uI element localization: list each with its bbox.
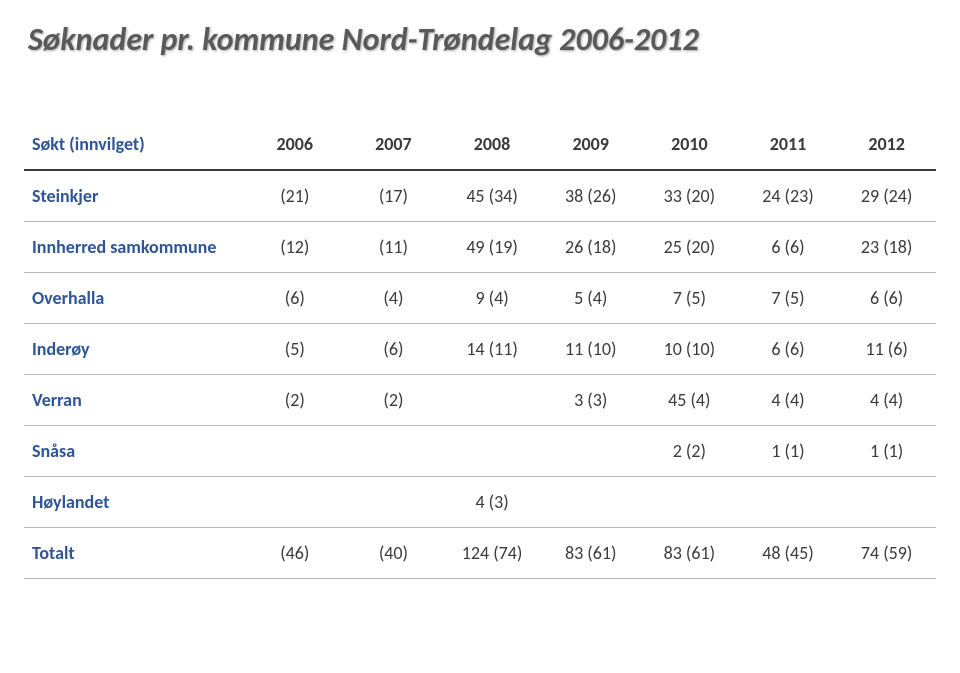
row-cell: (21) — [245, 170, 344, 222]
header-year: 2011 — [739, 119, 838, 170]
row-cell: 4 (4) — [837, 375, 936, 426]
header-year: 2007 — [344, 119, 443, 170]
row-label: Overhalla — [24, 273, 245, 324]
row-cell: 48 (45) — [739, 528, 838, 579]
table-row: Inderøy (5) (6) 14 (11) 11 (10) 10 (10) … — [24, 324, 936, 375]
row-cell — [837, 477, 936, 528]
row-cell: 38 (26) — [541, 170, 640, 222]
row-cell: 33 (20) — [640, 170, 739, 222]
row-label: Høylandet — [24, 477, 245, 528]
row-cell: 29 (24) — [837, 170, 936, 222]
row-cell: 6 (6) — [739, 324, 838, 375]
table-header-row: Søkt (innvilget) 2006 2007 2008 2009 201… — [24, 119, 936, 170]
row-cell: (6) — [344, 324, 443, 375]
header-year: 2008 — [443, 119, 542, 170]
row-label: Innherred samkommune — [24, 222, 245, 273]
header-year: 2009 — [541, 119, 640, 170]
row-cell: 83 (61) — [541, 528, 640, 579]
row-cell: (2) — [344, 375, 443, 426]
row-cell: 14 (11) — [443, 324, 542, 375]
header-label: Søkt (innvilget) — [24, 119, 245, 170]
row-cell: 49 (19) — [443, 222, 542, 273]
row-cell: 83 (61) — [640, 528, 739, 579]
row-cell — [739, 477, 838, 528]
row-cell: 5 (4) — [541, 273, 640, 324]
row-cell: (12) — [245, 222, 344, 273]
row-cell — [541, 477, 640, 528]
row-cell: 25 (20) — [640, 222, 739, 273]
row-label: Snåsa — [24, 426, 245, 477]
row-cell: 3 (3) — [541, 375, 640, 426]
table-row: Totalt (46) (40) 124 (74) 83 (61) 83 (61… — [24, 528, 936, 579]
row-cell: (11) — [344, 222, 443, 273]
row-cell — [640, 477, 739, 528]
row-cell: (2) — [245, 375, 344, 426]
header-year: 2006 — [245, 119, 344, 170]
row-cell — [245, 426, 344, 477]
page-title: Søknader pr. kommune Nord-Trøndelag 2006… — [28, 20, 936, 59]
row-cell: 11 (10) — [541, 324, 640, 375]
row-cell: (46) — [245, 528, 344, 579]
row-cell: 6 (6) — [837, 273, 936, 324]
row-label: Verran — [24, 375, 245, 426]
row-cell: 11 (6) — [837, 324, 936, 375]
row-label: Steinkjer — [24, 170, 245, 222]
row-cell: 10 (10) — [640, 324, 739, 375]
row-cell: 45 (34) — [443, 170, 542, 222]
table-row: Innherred samkommune (12) (11) 49 (19) 2… — [24, 222, 936, 273]
row-cell: 26 (18) — [541, 222, 640, 273]
row-cell: 4 (4) — [739, 375, 838, 426]
row-cell: 7 (5) — [640, 273, 739, 324]
row-cell: 24 (23) — [739, 170, 838, 222]
row-cell: 124 (74) — [443, 528, 542, 579]
row-cell: 6 (6) — [739, 222, 838, 273]
row-cell — [443, 426, 542, 477]
row-cell: 45 (4) — [640, 375, 739, 426]
row-cell — [344, 426, 443, 477]
row-label: Totalt — [24, 528, 245, 579]
row-cell: 2 (2) — [640, 426, 739, 477]
row-cell: 74 (59) — [837, 528, 936, 579]
table-row: Høylandet 4 (3) — [24, 477, 936, 528]
row-cell: 7 (5) — [739, 273, 838, 324]
row-cell: (6) — [245, 273, 344, 324]
row-cell: 9 (4) — [443, 273, 542, 324]
table-row: Snåsa 2 (2) 1 (1) 1 (1) — [24, 426, 936, 477]
row-cell: 4 (3) — [443, 477, 542, 528]
row-cell: (40) — [344, 528, 443, 579]
row-cell: (4) — [344, 273, 443, 324]
table-row: Overhalla (6) (4) 9 (4) 5 (4) 7 (5) 7 (5… — [24, 273, 936, 324]
data-table: Søkt (innvilget) 2006 2007 2008 2009 201… — [24, 119, 936, 579]
row-cell — [541, 426, 640, 477]
row-cell: (5) — [245, 324, 344, 375]
row-cell — [344, 477, 443, 528]
header-year: 2010 — [640, 119, 739, 170]
header-year: 2012 — [837, 119, 936, 170]
row-cell: (17) — [344, 170, 443, 222]
row-cell: 1 (1) — [837, 426, 936, 477]
row-cell — [443, 375, 542, 426]
table-row: Steinkjer (21) (17) 45 (34) 38 (26) 33 (… — [24, 170, 936, 222]
row-cell — [245, 477, 344, 528]
row-label: Inderøy — [24, 324, 245, 375]
row-cell: 1 (1) — [739, 426, 838, 477]
table-row: Verran (2) (2) 3 (3) 45 (4) 4 (4) 4 (4) — [24, 375, 936, 426]
row-cell: 23 (18) — [837, 222, 936, 273]
